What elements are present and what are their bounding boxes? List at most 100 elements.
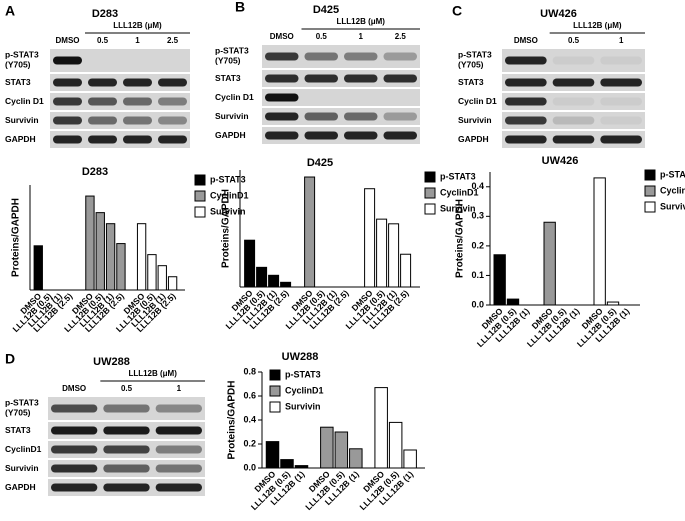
row-label: (Y705) [5, 59, 31, 69]
bar [85, 195, 95, 291]
legend-swatch [424, 171, 436, 183]
legend-swatch [644, 169, 656, 181]
y-axis-label: Proteins/GAPDH [11, 198, 22, 277]
blot-band [103, 426, 150, 435]
y-tick-label: 0.2 [471, 240, 484, 250]
legend-label: CyclinD1 [210, 190, 249, 200]
bar [95, 212, 105, 291]
legend-swatch [194, 206, 206, 218]
chart-title: D283 [82, 166, 108, 178]
treatment-label: LLL12B (μM) [573, 21, 622, 30]
blot-band [265, 112, 299, 121]
row-label: (Y705) [5, 407, 31, 417]
row-label: STAT3 [5, 425, 31, 435]
legend-label: Survivin [440, 203, 476, 213]
blot-band [600, 97, 642, 106]
blot-band [88, 97, 117, 106]
lane-label: 1 [135, 36, 140, 45]
lane-label: 0.5 [316, 32, 328, 41]
legend-label: CyclinD1 [660, 185, 685, 195]
legend-label: p-STAT3 [285, 369, 321, 379]
treatment-label: LLL12B (μM) [113, 21, 162, 30]
blot-band [103, 483, 150, 492]
legend-label: Survivin [210, 206, 246, 216]
legend-swatch [194, 174, 206, 186]
blot-band [344, 112, 378, 121]
blot-strip [262, 108, 420, 125]
legend-label: Survivin [285, 401, 321, 411]
bar [493, 254, 506, 306]
bar [374, 387, 388, 469]
row-label: Cyclin D1 [215, 92, 254, 102]
blot-band [304, 131, 338, 140]
blot-band [600, 135, 642, 144]
y-tick-label: 0.0 [471, 299, 484, 309]
bar [364, 188, 376, 288]
bar [136, 223, 147, 291]
blot-band [53, 56, 82, 65]
y-tick-label: 0.4 [471, 181, 484, 191]
blot-band [88, 78, 117, 87]
lane-label: 0.5 [121, 384, 133, 393]
row-label: p-STAT3 [215, 45, 249, 55]
bar [403, 449, 417, 469]
legend-label: CyclinD1 [285, 385, 324, 395]
blot-band [158, 116, 187, 125]
blot-strip [262, 45, 420, 68]
panel-letter: D [5, 351, 15, 367]
legend-label: p-STAT3 [440, 171, 476, 181]
blot-band [600, 78, 642, 87]
lane-label: 2.5 [167, 36, 179, 45]
blot-band [51, 445, 98, 454]
blot-band [552, 56, 595, 65]
row-label: Survivin [458, 115, 492, 125]
blot-strip [502, 49, 645, 72]
blot-band [552, 78, 595, 87]
y-tick-label: 0.1 [471, 270, 484, 280]
bar [349, 448, 363, 469]
treatment-label: LLL12B (μM) [128, 369, 177, 378]
blot-band [53, 78, 82, 87]
legend-swatch [424, 203, 436, 215]
row-label: Cyclin D1 [5, 96, 44, 106]
lane-label: DMSO [270, 32, 294, 41]
blot-band [265, 131, 299, 140]
blot-band [103, 464, 150, 473]
row-label: Survivin [5, 463, 39, 473]
panel-letter: C [452, 3, 462, 19]
blot-band [158, 97, 187, 106]
blot-band [158, 78, 187, 87]
bar [105, 223, 116, 291]
y-tick-label: 0.2 [243, 438, 256, 448]
blot-band [51, 404, 98, 413]
blot-band [505, 116, 547, 125]
bar [265, 441, 280, 469]
bar [244, 239, 256, 288]
lane-label: DMSO [514, 36, 538, 45]
row-label: Survivin [5, 115, 39, 125]
blot-band [505, 135, 547, 144]
blot-band [88, 116, 117, 125]
row-label: STAT3 [5, 77, 31, 87]
blot-band [123, 78, 152, 87]
blot-band [51, 483, 98, 492]
bar [157, 265, 167, 291]
blot-strip [50, 112, 190, 129]
blot-band [344, 131, 378, 140]
y-tick-label: 0.8 [243, 366, 256, 376]
blot-band [505, 78, 547, 87]
y-axis-label: Proteins/GAPDH [221, 189, 232, 268]
legend-label: p-STAT3 [660, 169, 685, 179]
lane-label: 1 [177, 384, 182, 393]
blot-title: D283 [92, 8, 118, 20]
blot-band [383, 131, 417, 140]
bar [268, 274, 280, 288]
y-tick-label: 0.6 [243, 390, 256, 400]
bar [388, 223, 400, 288]
y-tick-label: 0.4 [243, 414, 256, 424]
legend-swatch [269, 369, 281, 381]
blot-strip [262, 89, 420, 106]
blot-band [383, 52, 417, 61]
